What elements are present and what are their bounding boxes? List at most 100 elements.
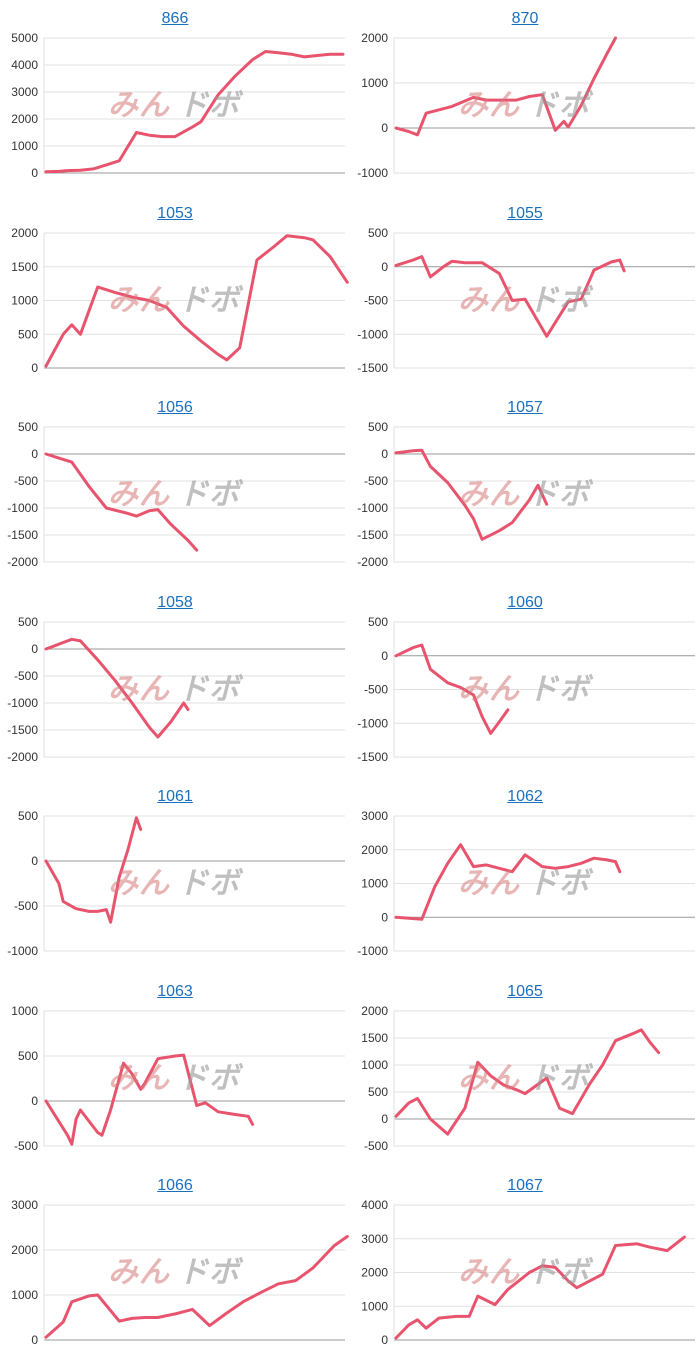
line-chart: 0 1000 2000 3000 4000 <box>361 1198 695 1347</box>
series-line <box>394 1027 661 1136</box>
y-tick-label: -1000 <box>357 944 388 958</box>
y-tick-label: -500 <box>14 1139 38 1153</box>
series-line <box>394 1235 686 1340</box>
y-tick-label: -1000 <box>357 501 388 515</box>
y-tick-label: 1000 <box>361 1299 388 1313</box>
y-tick-label: -500 <box>364 293 388 307</box>
y-tick-label: -500 <box>14 899 38 913</box>
y-tick-label: 3000 <box>361 809 388 823</box>
chart-title-link[interactable]: 1056 <box>157 399 193 416</box>
y-tick-label: 3000 <box>11 85 38 99</box>
chart-panel-1056: -2000 -1500 -1000 -500 0 500 みん ドボ 1056 <box>0 389 350 584</box>
y-tick-label: 500 <box>18 1049 38 1063</box>
chart-title-link[interactable]: 1066 <box>157 1177 193 1194</box>
y-tick-label: 0 <box>381 447 388 461</box>
line-chart: -500 0 500 1000 <box>11 1004 345 1153</box>
y-tick-label: 500 <box>368 1085 388 1099</box>
y-tick-label: 1000 <box>11 139 38 153</box>
series-line <box>44 637 190 738</box>
y-tick-label: 2000 <box>361 843 388 857</box>
chart-title-link[interactable]: 1067 <box>507 1177 543 1194</box>
chart-panel-1055: -1500 -1000 -500 0 500 みん ドボ 1055 <box>350 195 700 390</box>
y-tick-label: 500 <box>368 226 388 240</box>
series-line <box>394 448 549 541</box>
line-chart: 0 1000 2000 3000 <box>11 1198 349 1347</box>
y-tick-label: -1500 <box>357 750 388 764</box>
chart-title-link[interactable]: 1057 <box>507 399 543 416</box>
y-tick-label: 0 <box>381 121 388 135</box>
chart-title-link[interactable]: 1061 <box>157 788 193 805</box>
line-chart: 0 1000 2000 3000 4000 5000 <box>11 31 345 180</box>
chart-title-link[interactable]: 1062 <box>507 788 543 805</box>
y-tick-label: 2000 <box>11 112 38 126</box>
y-tick-label: -1000 <box>7 944 38 958</box>
chart-panel-1066: 0 1000 2000 3000 みん ドボ 1066 <box>0 1167 350 1362</box>
chart-panel-1057: -2000 -1500 -1000 -500 0 500 みん ドボ 1057 <box>350 389 700 584</box>
series-line <box>44 1053 255 1146</box>
y-tick-label: -1500 <box>357 528 388 542</box>
y-tick-label: -500 <box>364 1139 388 1153</box>
y-tick-label: -500 <box>364 474 388 488</box>
chart-panel-1053: 0 500 1000 1500 2000 みん ドボ 1053 <box>0 195 350 390</box>
y-tick-label: 2000 <box>11 226 38 240</box>
chart-panel-1062: -1000 0 1000 2000 3000 みん ドボ 1062 <box>350 778 700 973</box>
line-chart: -1000 0 1000 2000 3000 <box>357 809 695 958</box>
line-chart: -1000 -500 0 500 <box>7 809 345 958</box>
chart-title-link[interactable]: 1053 <box>157 204 193 222</box>
y-tick-label: 1000 <box>361 76 388 90</box>
y-tick-label: 0 <box>381 1333 388 1347</box>
y-tick-label: -2000 <box>7 750 38 764</box>
chart-title-link[interactable]: 1063 <box>157 982 193 1000</box>
chart-title-link[interactable]: 866 <box>161 10 189 27</box>
y-tick-label: 0 <box>31 854 38 868</box>
chart-panel-1063: -500 0 500 1000 みん ドボ 1063 <box>0 973 350 1168</box>
y-tick-label: 1000 <box>11 1004 38 1018</box>
line-chart: -1500 -1000 -500 0 500 <box>357 615 695 764</box>
chart-title-link[interactable]: 1058 <box>157 593 193 611</box>
chart-panel-1067: 0 1000 2000 3000 4000 みん ドボ 1067 <box>350 1167 700 1362</box>
chart-title-link[interactable]: 870 <box>511 10 539 27</box>
y-tick-label: -1000 <box>357 327 388 341</box>
chart-panel-870: -1000 0 1000 2000 みん ドボ 870 <box>350 0 700 195</box>
series-line <box>44 816 143 924</box>
y-tick-label: -2000 <box>7 555 38 569</box>
series-line <box>44 233 349 367</box>
y-tick-label: -1000 <box>357 716 388 730</box>
y-tick-label: -500 <box>14 474 38 488</box>
y-tick-label: -1000 <box>357 166 388 180</box>
y-tick-label: 0 <box>31 447 38 461</box>
y-tick-label: 1000 <box>11 1288 38 1302</box>
y-tick-label: 500 <box>18 809 38 823</box>
y-tick-label: -1000 <box>7 696 38 710</box>
y-tick-label: 1500 <box>11 259 38 273</box>
y-tick-label: 2000 <box>361 1266 388 1280</box>
y-tick-label: 500 <box>368 615 388 629</box>
y-tick-label: 500 <box>18 327 38 341</box>
y-tick-label: 500 <box>368 420 388 434</box>
y-tick-label: 1000 <box>361 877 388 891</box>
series-line <box>44 50 345 174</box>
y-tick-label: 0 <box>31 1094 38 1108</box>
y-tick-label: -500 <box>14 669 38 683</box>
line-chart: -2000 -1500 -1000 -500 0 500 <box>357 420 695 569</box>
chart-panel-1061: -1000 -500 0 500 みん ドボ 1061 <box>0 778 350 973</box>
y-tick-label: 0 <box>31 642 38 656</box>
y-tick-label: 1000 <box>361 1058 388 1072</box>
y-tick-label: 4000 <box>361 1198 388 1212</box>
y-tick-label: -500 <box>364 682 388 696</box>
line-chart: 0 500 1000 1500 2000 <box>11 226 349 375</box>
chart-title-link[interactable]: 1060 <box>507 593 543 611</box>
chart-title-link[interactable]: 1055 <box>507 204 543 222</box>
y-tick-label: 4000 <box>11 58 38 72</box>
y-tick-label: 2000 <box>361 31 388 45</box>
series-line <box>394 843 622 921</box>
chart-title-link[interactable]: 1065 <box>507 982 543 1000</box>
line-chart: -1500 -1000 -500 0 500 <box>357 226 695 375</box>
y-tick-label: 0 <box>381 259 388 273</box>
y-tick-label: -1000 <box>7 501 38 515</box>
y-tick-label: 3000 <box>361 1232 388 1246</box>
chart-panel-1058: -2000 -1500 -1000 -500 0 500 みん ドボ 1058 <box>0 584 350 779</box>
y-tick-label: 3000 <box>11 1198 38 1212</box>
chart-panel-866: 0 1000 2000 3000 4000 5000 みん ドボ 866 <box>0 0 350 195</box>
y-tick-label: 0 <box>381 648 388 662</box>
